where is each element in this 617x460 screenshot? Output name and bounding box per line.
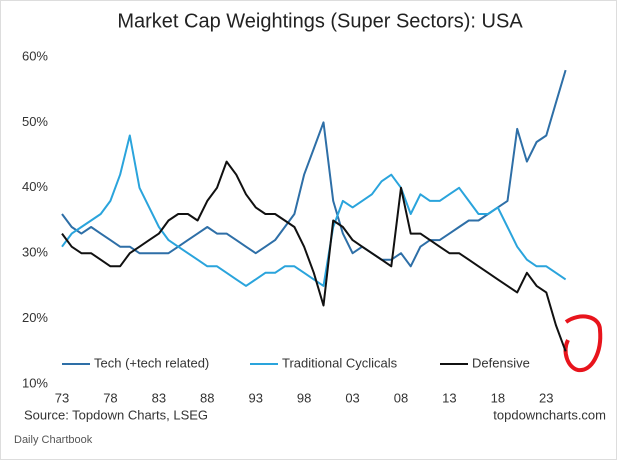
x-tick-label: 03 [345,390,359,405]
highlight-circle [563,314,603,373]
x-tick-label: 98 [297,390,311,405]
series-line [61,69,567,268]
y-tick-label: 20% [22,310,48,325]
x-tick-label: 78 [103,390,117,405]
series-line [61,134,567,287]
legend-label: Tech (+tech related) [94,355,209,370]
y-tick-label: 40% [22,179,48,194]
legend-label: Traditional Cyclicals [282,355,398,370]
x-tick-label: 88 [200,390,214,405]
source: Source: Topdown Charts, LSEG [24,407,208,422]
x-tick-label: 18 [491,390,505,405]
x-tick-label: 23 [539,390,553,405]
x-tick-label: 73 [55,390,69,405]
chart-title: Market Cap Weightings (Super Sectors): U… [117,10,523,32]
y-tick-label: 50% [22,114,48,129]
x-tick-label: 83 [152,390,166,405]
legend-label: Defensive [472,355,530,370]
x-tick-label: 08 [394,390,408,405]
footer: Daily Chartbook [14,434,93,446]
series-line [61,160,567,352]
y-tick-label: 10% [22,375,48,390]
x-tick-label: 93 [248,390,262,405]
y-tick-label: 60% [22,48,48,63]
site: topdowncharts.com [493,407,606,422]
x-tick-label: 13 [442,390,456,405]
y-tick-label: 30% [22,245,48,260]
